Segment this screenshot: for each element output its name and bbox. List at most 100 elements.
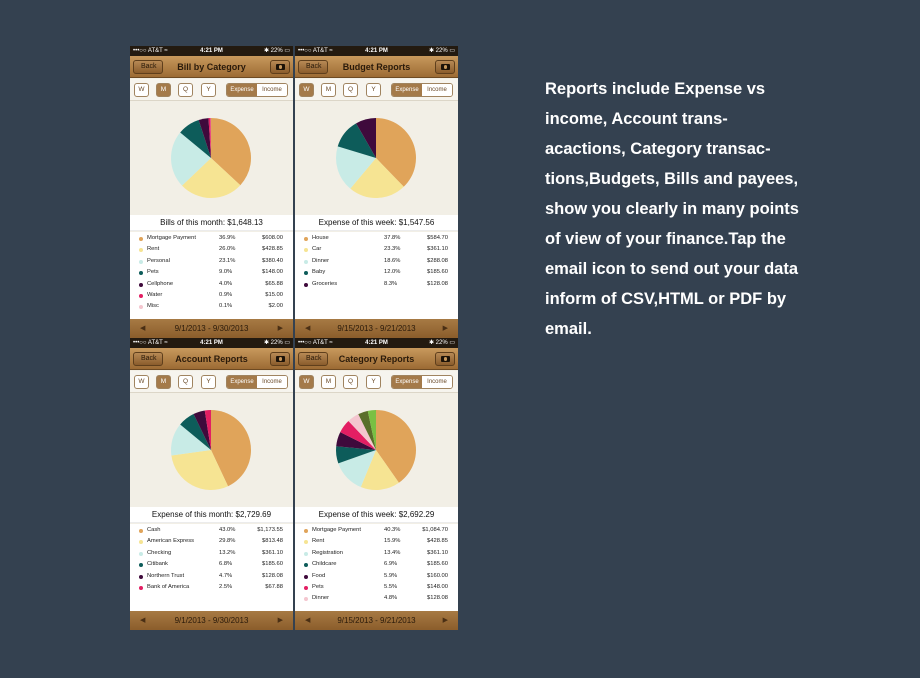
legend-row[interactable]: Food 5.9% $160.00: [295, 571, 458, 582]
battery-label: ✱ 22% ▭: [428, 48, 455, 54]
period-button-m[interactable]: M: [321, 83, 336, 97]
legend-row[interactable]: House 37.8% $584.70: [295, 233, 458, 244]
legend-percent: 13.4%: [384, 549, 401, 556]
legend-row[interactable]: Registration 13.4% $361.10: [295, 548, 458, 559]
pie-slice[interactable]: [340, 421, 376, 450]
pie-slice[interactable]: [171, 450, 229, 490]
email-export-button[interactable]: [435, 352, 455, 366]
legend-row[interactable]: Childcare 6.9% $185.60: [295, 559, 458, 570]
period-button-w[interactable]: W: [134, 375, 149, 389]
period-button-y[interactable]: Y: [201, 83, 216, 97]
pie-slice[interactable]: [180, 414, 211, 450]
pie-slice[interactable]: [348, 414, 376, 450]
pie-slice[interactable]: [211, 410, 252, 487]
email-export-button[interactable]: [270, 352, 290, 366]
email-export-button[interactable]: [435, 60, 455, 74]
pie-slice[interactable]: [180, 119, 211, 158]
pie-slice[interactable]: [360, 450, 399, 490]
pie-slice[interactable]: [171, 424, 211, 456]
pie-slice[interactable]: [376, 118, 416, 187]
pie-slice[interactable]: [337, 123, 376, 158]
legend-row[interactable]: Dinner 18.6% $288.08: [295, 256, 458, 267]
period-button-q[interactable]: Q: [343, 375, 358, 389]
period-button-y[interactable]: Y: [366, 375, 381, 389]
pie-slice[interactable]: [182, 158, 241, 198]
legend-row[interactable]: Rent 26.0% $428.85: [130, 244, 293, 255]
pie-slice[interactable]: [358, 410, 376, 450]
next-period-icon[interactable]: ▶: [277, 325, 283, 332]
segment-income[interactable]: Income: [422, 376, 452, 388]
legend-color-dot: [304, 248, 308, 253]
segment-income[interactable]: Income: [257, 84, 287, 96]
period-button-m[interactable]: M: [156, 375, 171, 389]
segment-expense[interactable]: Expense: [227, 376, 257, 388]
legend-row[interactable]: Cellphone 4.0% $65.88: [130, 279, 293, 290]
legend-row[interactable]: Checking 13.2% $361.10: [130, 548, 293, 559]
back-button[interactable]: Back: [133, 352, 163, 366]
pie-slice[interactable]: [336, 432, 376, 450]
period-button-q[interactable]: Q: [178, 375, 193, 389]
pie-slice[interactable]: [204, 410, 211, 450]
pie-slice[interactable]: [208, 118, 211, 158]
legend-row[interactable]: Cash 43.0% $1,173.55: [130, 525, 293, 536]
email-export-button[interactable]: [270, 60, 290, 74]
pie-slice[interactable]: [211, 118, 251, 186]
period-button-m[interactable]: M: [156, 83, 171, 97]
pie-slice[interactable]: [198, 118, 211, 158]
legend-row[interactable]: Groceries 8.3% $128.08: [295, 279, 458, 290]
segment-expense[interactable]: Expense: [392, 376, 422, 388]
legend-row[interactable]: Car 23.3% $361.10: [295, 244, 458, 255]
legend-row[interactable]: Baby 12.0% $185.60: [295, 267, 458, 278]
segment-income[interactable]: Income: [422, 84, 452, 96]
pie-slice[interactable]: [350, 158, 404, 198]
legend-row[interactable]: American Express 29.8% $813.48: [130, 536, 293, 547]
prev-period-icon[interactable]: ◀: [305, 617, 311, 624]
pie-slice[interactable]: [376, 410, 417, 483]
prev-period-icon[interactable]: ◀: [305, 325, 311, 332]
period-button-w[interactable]: W: [299, 83, 314, 97]
legend-row[interactable]: Personal 23.1% $380.40: [130, 256, 293, 267]
legend-row[interactable]: Bank of America 2.5% $67.88: [130, 582, 293, 593]
segment-expense[interactable]: Expense: [392, 84, 422, 96]
legend-row[interactable]: Pets 5.5% $148.00: [295, 582, 458, 593]
period-button-y[interactable]: Y: [366, 83, 381, 97]
back-button[interactable]: Back: [133, 60, 163, 74]
legend-row[interactable]: Water 0.9% $15.00: [130, 290, 293, 301]
period-button-w[interactable]: W: [134, 83, 149, 97]
legend-row[interactable]: Rent 15.9% $428.85: [295, 536, 458, 547]
back-button[interactable]: Back: [298, 60, 328, 74]
legend-row[interactable]: Pets 9.0% $148.00: [130, 267, 293, 278]
pie-slice[interactable]: [338, 450, 376, 488]
next-period-icon[interactable]: ▶: [277, 617, 283, 624]
date-range-label: 9/15/2013 - 9/21/2013: [337, 616, 416, 625]
legend-amount: $288.08: [427, 257, 448, 264]
period-button-w[interactable]: W: [299, 375, 314, 389]
pie-slice[interactable]: [336, 446, 376, 464]
period-button-y[interactable]: Y: [201, 375, 216, 389]
legend-row[interactable]: Misc 0.1% $2.00: [130, 301, 293, 312]
period-button-q[interactable]: Q: [343, 83, 358, 97]
pie-slice[interactable]: [356, 118, 376, 158]
legend-color-dot: [139, 259, 143, 264]
pie-slice[interactable]: [171, 132, 211, 186]
legend-row[interactable]: Mortgage Payment 36.9% $608.00: [130, 233, 293, 244]
legend-row[interactable]: Dinner 4.8% $128.08: [295, 593, 458, 604]
legend-row[interactable]: Citibank 6.8% $185.60: [130, 559, 293, 570]
prev-period-icon[interactable]: ◀: [140, 325, 146, 332]
segment-expense[interactable]: Expense: [227, 84, 257, 96]
next-period-icon[interactable]: ▶: [442, 325, 448, 332]
legend-row[interactable]: Northern Trust 4.7% $128.08: [130, 571, 293, 582]
pie-slice[interactable]: [336, 146, 376, 189]
back-button[interactable]: Back: [298, 352, 328, 366]
legend-row[interactable]: Mortgage Payment 40.3% $1,084.70: [295, 525, 458, 536]
period-button-m[interactable]: M: [321, 375, 336, 389]
period-button-q[interactable]: Q: [178, 83, 193, 97]
segment-income[interactable]: Income: [257, 376, 287, 388]
prev-period-icon[interactable]: ◀: [140, 617, 146, 624]
pie-slice[interactable]: [367, 410, 376, 450]
legend-color-dot: [304, 563, 308, 568]
next-period-icon[interactable]: ▶: [442, 617, 448, 624]
type-segmented-control: Expense Income: [226, 375, 288, 389]
pie-slice[interactable]: [193, 410, 211, 450]
legend-percent: 4.7%: [219, 572, 233, 579]
